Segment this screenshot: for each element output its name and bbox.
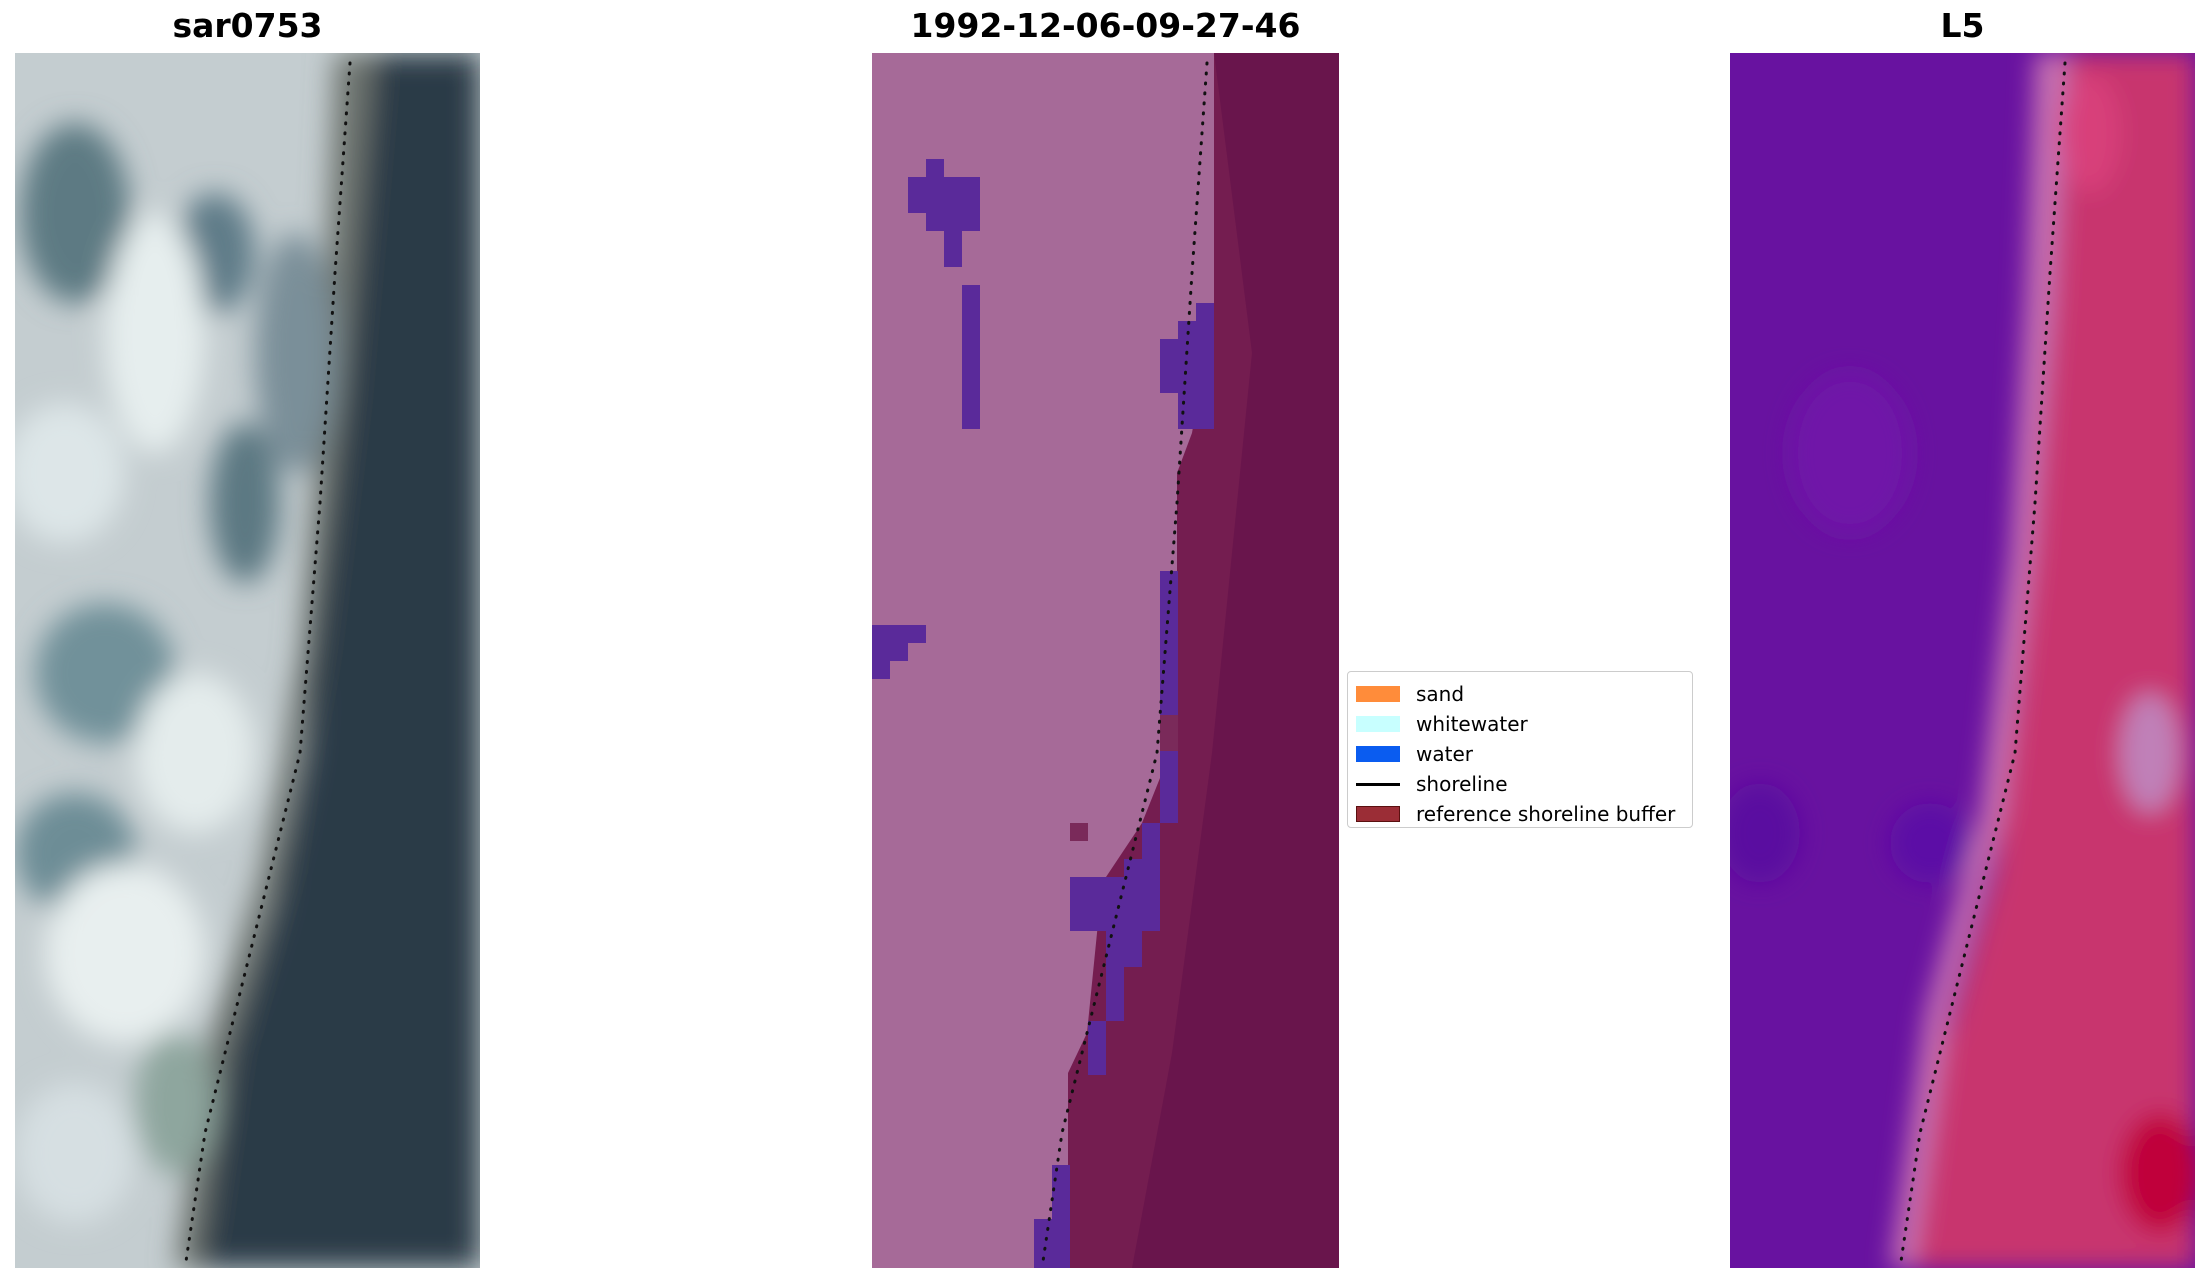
index-panel-title: L5 xyxy=(1940,6,1985,45)
legend-label-water: water xyxy=(1416,742,1473,766)
shoreline-line-swatch xyxy=(1356,782,1400,786)
legend-item-shoreline: shoreline xyxy=(1356,770,1508,798)
reference-buffer-swatch xyxy=(1356,806,1400,822)
legend-item-sand: sand xyxy=(1356,680,1464,708)
water-swatch xyxy=(1356,746,1400,762)
legend-label-reference-buffer: reference shoreline buffer xyxy=(1416,802,1676,826)
sand-swatch xyxy=(1356,686,1400,702)
rgb-image xyxy=(15,53,480,1268)
legend: sand whitewater water shoreline referenc… xyxy=(1347,671,1693,828)
legend-item-water: water xyxy=(1356,740,1473,768)
whitewater-swatch xyxy=(1356,716,1400,732)
legend-label-shoreline: shoreline xyxy=(1416,772,1508,796)
legend-item-reference-buffer: reference shoreline buffer xyxy=(1356,800,1675,828)
legend-label-sand: sand xyxy=(1416,682,1465,706)
legend-item-whitewater: whitewater xyxy=(1356,710,1528,738)
rgb-panel-title: sar0753 xyxy=(172,6,323,45)
classified-image xyxy=(872,53,1339,1268)
classification-panel-title: 1992-12-06-09-27-46 xyxy=(910,6,1301,45)
legend-label-whitewater: whitewater xyxy=(1416,712,1528,736)
index-image xyxy=(1730,53,2195,1268)
